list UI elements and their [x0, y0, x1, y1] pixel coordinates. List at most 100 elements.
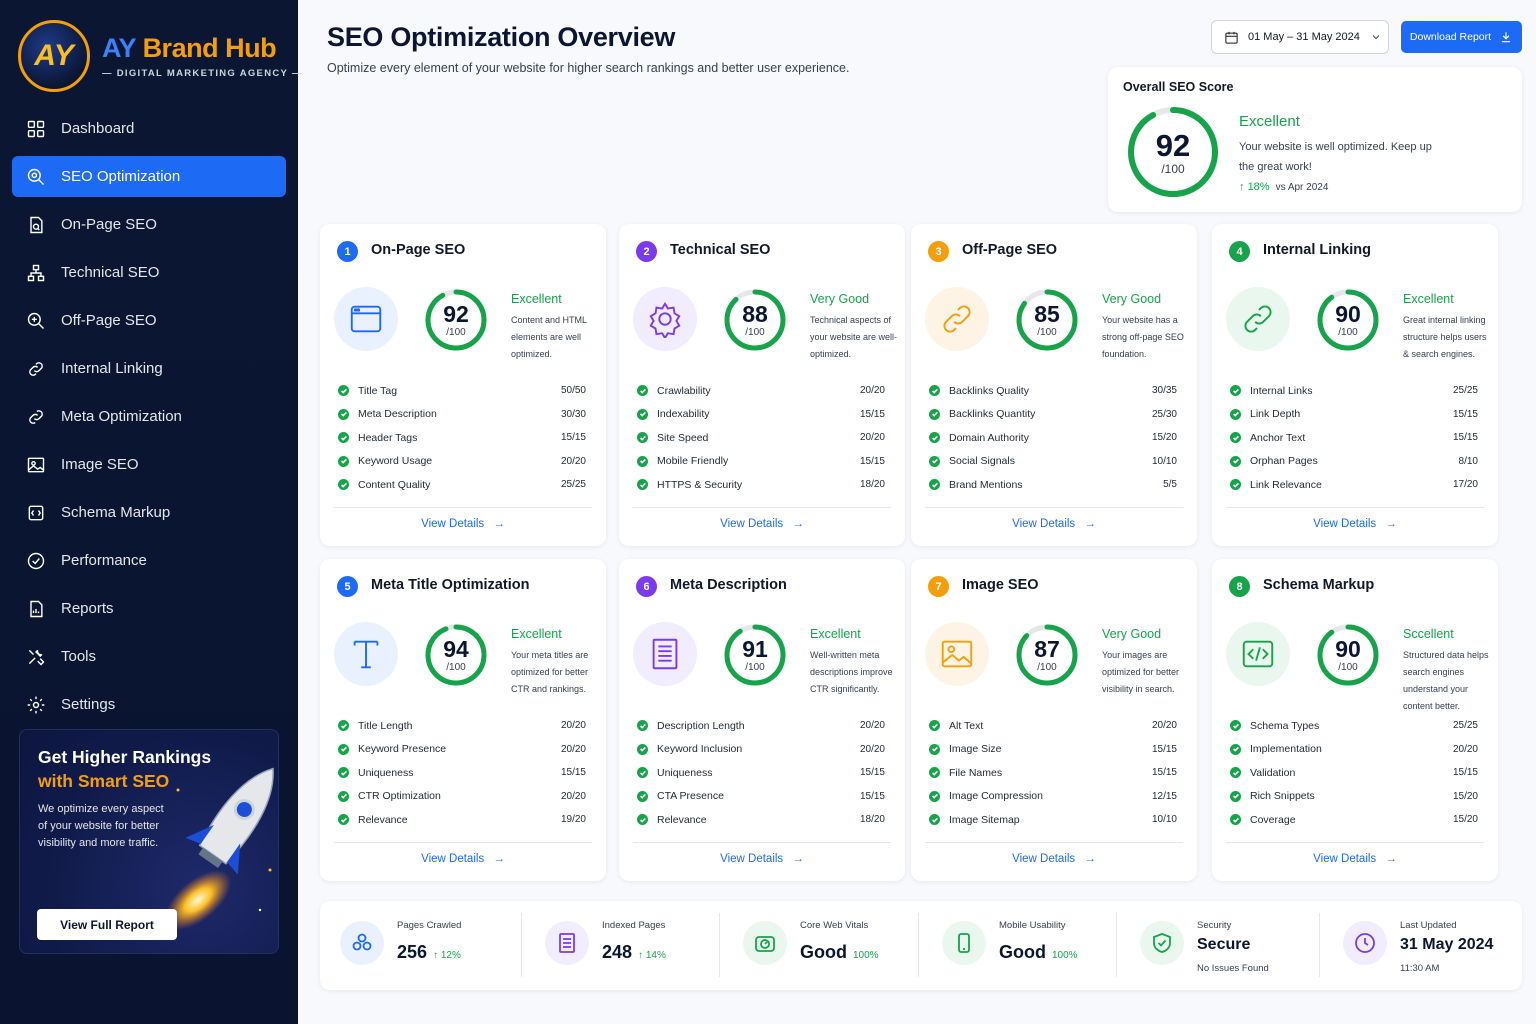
- metric-value: 20/20: [859, 385, 885, 397]
- sidebar-item-seo-optimization[interactable]: SEO Optimization: [12, 156, 286, 197]
- code-icon: [1226, 622, 1290, 686]
- stat-core-web-vitals: Core Web Vitals Good 100%: [723, 901, 923, 990]
- view-details-label: View Details: [421, 518, 485, 530]
- arrow-right-icon: →: [1385, 518, 1397, 530]
- view-details-label: View Details: [1313, 853, 1377, 865]
- metric-label: Schema Types: [1250, 719, 1320, 732]
- metric-value: 15/20: [1151, 432, 1177, 444]
- stat-label: Pages Crawled: [397, 920, 462, 931]
- view-full-report-button[interactable]: View Full Report: [37, 909, 177, 940]
- arrow-right-icon: →: [792, 518, 804, 530]
- card-score-ring: 87/100: [1014, 622, 1080, 688]
- metric-value: 15/15: [859, 790, 885, 802]
- check-icon: [338, 455, 349, 467]
- card-score-arc: [724, 624, 786, 686]
- image-icon: [925, 622, 989, 686]
- metric-row: Indexability 15/15: [637, 403, 885, 427]
- view-details-link[interactable]: View Details →: [619, 518, 905, 530]
- metric-label: File Names: [949, 766, 1003, 779]
- view-details-link[interactable]: View Details →: [320, 518, 606, 530]
- metric-row: HTTPS & Security 18/20: [637, 473, 885, 497]
- metric-label: Description Length: [657, 719, 745, 732]
- view-details-link[interactable]: View Details →: [1212, 518, 1498, 530]
- stat-divider: [918, 913, 919, 977]
- brand-logo[interactable]: AY AY Brand Hub — DIGITAL MARKETING AGEN…: [18, 20, 303, 92]
- view-details-link[interactable]: View Details →: [1212, 853, 1498, 865]
- check-icon: [338, 767, 349, 779]
- metric-row: Site Speed 20/20: [637, 426, 885, 450]
- metric-list: Internal Links 25/25 Link Depth 15/15 Anchor…: [1230, 379, 1478, 497]
- sidebar-item-performance[interactable]: Performance: [12, 540, 286, 581]
- metric-label: Keyword Presence: [358, 743, 447, 756]
- metric-list: Schema Types 25/25 Implementation 20/20 Vali…: [1230, 714, 1478, 832]
- check-icon: [338, 814, 349, 826]
- metric-label: Orphan Pages: [1250, 455, 1318, 468]
- sidebar-item-technical-seo[interactable]: Technical SEO: [12, 252, 286, 293]
- sidebar-item-label: Internal Linking: [61, 360, 163, 377]
- sidebar-item-settings[interactable]: Settings: [12, 684, 286, 725]
- sidebar-item-image-seo[interactable]: Image SEO: [12, 444, 286, 485]
- document-icon: [26, 215, 46, 235]
- sidebar-item-tools[interactable]: Tools: [12, 636, 286, 677]
- metric-row: Meta Description 30/30: [338, 403, 586, 427]
- sidebar-item-label: On-Page SEO: [61, 216, 157, 233]
- card-score-ring: 94/100: [423, 622, 489, 688]
- view-details-link[interactable]: View Details →: [320, 853, 606, 865]
- stat-pages-crawled: Pages Crawled 256 ↑ 12%: [320, 901, 520, 990]
- metric-row: Image Compression 12/15: [929, 785, 1177, 809]
- metric-label: Coverage: [1250, 813, 1296, 826]
- card-score-arc: [1317, 289, 1379, 351]
- sidebar-item-on-page-seo[interactable]: On-Page SEO: [12, 204, 286, 245]
- card-title: Image SEO: [962, 577, 1039, 593]
- stat-label: Mobile Usability: [999, 920, 1066, 931]
- rocket-icon: [164, 767, 274, 930]
- metric-label: Link Relevance: [1250, 478, 1322, 491]
- metric-value: 15/20: [1452, 814, 1478, 826]
- promo-title-highlight: with Smart SEO: [38, 771, 170, 791]
- metric-label: CTR Optimization: [358, 790, 441, 803]
- metric-label: Implementation: [1250, 743, 1322, 756]
- seo-card-technical-seo: 2 Technical SEO 88/100 Very Good Technical a…: [619, 224, 905, 546]
- view-details-link[interactable]: View Details →: [911, 853, 1197, 865]
- arrow-right-icon: →: [1385, 853, 1397, 865]
- view-details-link[interactable]: View Details →: [619, 853, 905, 865]
- divider: [925, 507, 1183, 508]
- stat-value: Secure: [1197, 936, 1251, 953]
- sidebar-item-reports[interactable]: Reports: [12, 588, 286, 629]
- clock-icon: [1343, 921, 1387, 965]
- metric-row: Keyword Usage 20/20: [338, 450, 586, 474]
- card-score-ring: 90/100: [1315, 287, 1381, 353]
- divider: [334, 507, 592, 508]
- sidebar-item-label: Meta Optimization: [61, 408, 182, 425]
- tools-icon: [26, 647, 46, 667]
- card-score-value: 87: [1034, 636, 1060, 662]
- check-icon: [637, 743, 648, 755]
- sidebar-item-label: Technical SEO: [61, 264, 160, 281]
- check-icon: [637, 814, 648, 826]
- sidebar-item-schema-markup[interactable]: Schema Markup: [12, 492, 286, 533]
- view-details-link[interactable]: View Details →: [911, 518, 1197, 530]
- metric-label: Title Length: [358, 719, 413, 732]
- stat-divider: [719, 913, 720, 977]
- stat-value: 31 May 2024: [1400, 936, 1494, 953]
- sidebar-item-off-page-seo[interactable]: Off-Page SEO: [12, 300, 286, 341]
- tag-icon: [26, 407, 46, 427]
- divider: [633, 507, 891, 508]
- sidebar-item-label: Reports: [61, 600, 114, 617]
- stat-label: Security: [1197, 920, 1232, 931]
- sidebar-item-internal-linking[interactable]: Internal Linking: [12, 348, 286, 389]
- chevron-down-icon: [1372, 35, 1380, 40]
- card-description: Your meta titles are optimized for bette…: [511, 650, 589, 694]
- download-report-button[interactable]: Download Report: [1401, 21, 1522, 53]
- date-range-picker[interactable]: 01 May – 31 May 2024: [1211, 20, 1389, 54]
- metric-row: Backlinks Quality 30/35: [929, 379, 1177, 403]
- check-icon: [338, 385, 349, 397]
- sidebar-item-dashboard[interactable]: Dashboard: [12, 108, 286, 149]
- overall-score-title: Overall SEO Score: [1123, 80, 1234, 94]
- sidebar-item-meta-optimization[interactable]: Meta Optimization: [12, 396, 286, 437]
- card-number-badge: 3: [928, 241, 949, 262]
- card-description: Well-written meta descriptions improve C…: [810, 650, 893, 694]
- sidebar-item-label: Image SEO: [61, 456, 139, 473]
- metric-label: Content Quality: [358, 478, 431, 491]
- metric-list: Description Length 20/20 Keyword Inclusion…: [637, 714, 885, 832]
